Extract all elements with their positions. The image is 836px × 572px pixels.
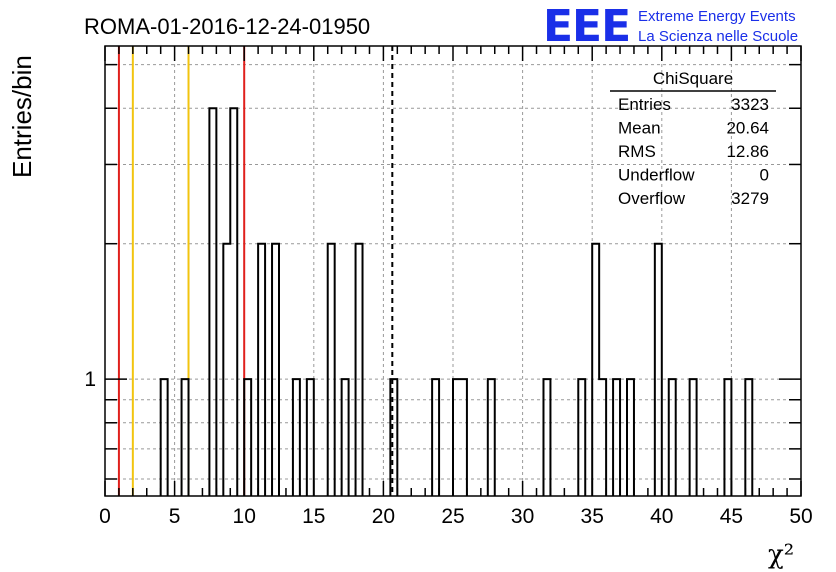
eee-logo: EEE Extreme Energy Events La Scienza nel… [543,1,798,52]
x-tick-label: 0 [99,505,111,528]
histogram-bin [460,379,467,496]
x-axis-label: χ² [768,540,794,570]
stats-rows: Entries 3323 Mean 20.64 RMS 12.86 Underflow 0 Ov… [618,95,769,208]
x-tick-label: 35 [581,505,604,528]
x-tick-label: 25 [441,505,464,528]
histogram-bin [272,244,279,496]
histogram-bin [182,379,189,496]
histogram-bin [209,108,216,496]
histogram-bin [453,379,460,496]
plot-frame [104,45,802,497]
x-tick-label: 45 [720,505,743,528]
x-tick-label: 10 [233,505,256,528]
y-axis-label: Entries/bin [7,55,37,178]
histogram-bin [578,379,585,496]
chart-title: ROMA-01-2016-12-24-01950 [84,14,370,39]
y-tick-label: 1 [84,368,96,391]
x-tick-label: 20 [372,505,395,528]
stats-row-label: Underflow [618,166,695,185]
stats-row-value: 20.64 [726,119,769,138]
histogram-bin [390,379,397,496]
x-tick-label: 15 [302,505,325,528]
stats-row-label: RMS [618,142,656,161]
histogram [159,107,754,496]
logo-mark: EEE [543,1,630,52]
stats-row-value: 3279 [731,189,769,208]
stats-row-value: 0 [760,166,769,185]
histogram-bin [161,379,168,496]
stats-row-label: Overflow [618,189,686,208]
histogram-bin [613,379,620,496]
y-tick-labels: 1 [84,368,96,391]
stats-box: ChiSquare Entries 3323 Mean 20.64 RMS 12.86 Un… [610,69,776,208]
logo-line-1: Extreme Energy Events [638,8,796,25]
x-tick-label: 30 [511,505,534,528]
histogram-bin [432,379,439,496]
x-tick-label: 40 [650,505,673,528]
histogram-bin [599,379,606,496]
histogram-bin [307,379,314,496]
histogram-bin [342,379,349,496]
x-tick-label: 5 [169,505,181,528]
histogram-bin [655,244,662,496]
histogram-bin [627,379,634,496]
histogram-bin [356,244,363,496]
histogram-bin [745,379,752,496]
stats-row-value: 3323 [731,95,769,114]
histogram-bin [293,379,300,496]
histogram-bin [488,379,495,496]
histogram-bin [244,379,251,496]
x-tick-labels: 0 5 10 15 20 25 30 35 40 45 50 [99,505,813,528]
x-tick-label: 50 [789,505,812,528]
histogram-bin [690,379,697,496]
stats-title: ChiSquare [653,69,733,88]
histogram-bin [223,244,230,496]
histogram-bin [543,379,550,496]
histogram-bin [328,244,335,496]
stats-row-label: Entries [618,95,671,114]
histogram-outline [159,107,754,496]
stats-row-label: Mean [618,119,661,138]
stats-row-value: 12.86 [726,142,769,161]
histogram-bin [724,379,731,496]
histogram-bin [258,244,265,496]
logo-line-2: La Scienza nelle Scuole [638,28,798,45]
histogram-bin [669,379,676,496]
histogram-bin [230,108,237,496]
histogram-bin [592,244,599,496]
